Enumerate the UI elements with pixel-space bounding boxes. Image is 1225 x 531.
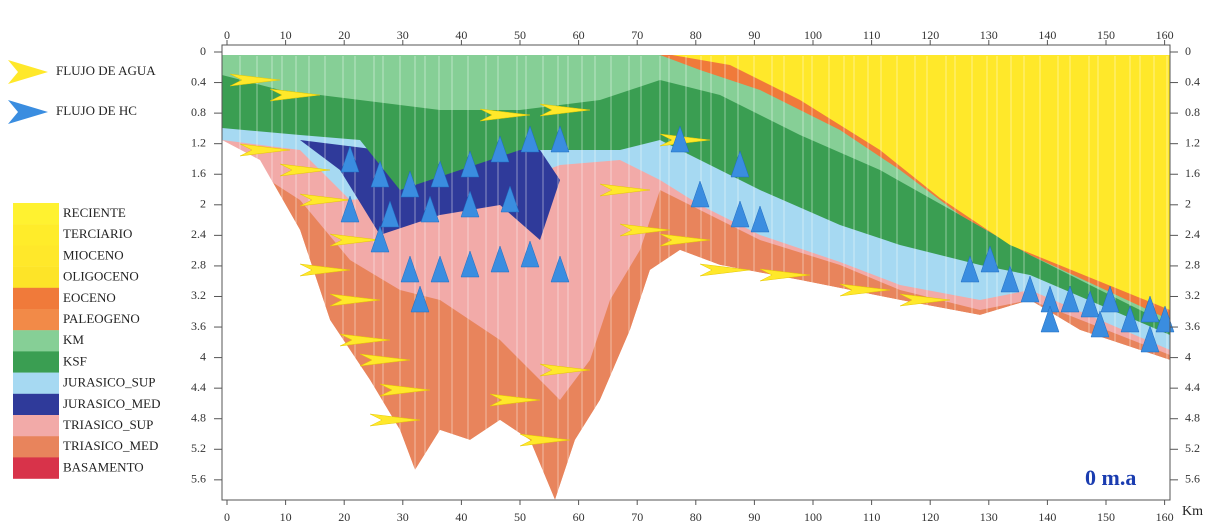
unit-label: BASAMENTO bbox=[63, 459, 144, 474]
unit-swatch bbox=[13, 436, 59, 457]
unit-swatch bbox=[13, 245, 59, 266]
x-tick-label-bottom: 120 bbox=[921, 510, 939, 524]
x-tick-label-bottom: 160 bbox=[1156, 510, 1174, 524]
time-label: 0 m.a bbox=[1085, 465, 1136, 490]
unit-label: OLIGOCENO bbox=[63, 269, 139, 284]
y-tick-label-left: 0.8 bbox=[191, 105, 206, 119]
x-tick-label-bottom: 90 bbox=[748, 510, 760, 524]
y-tick-label-right: 1.6 bbox=[1185, 166, 1200, 180]
x-tick-label-bottom: 130 bbox=[980, 510, 998, 524]
x-tick-label-bottom: 20 bbox=[338, 510, 350, 524]
unit-swatch bbox=[13, 203, 59, 224]
y-tick-label-right: 2 bbox=[1185, 197, 1191, 211]
flow-legend-label: FLUJO DE HC bbox=[56, 103, 137, 118]
x-tick-label-top: 110 bbox=[863, 28, 881, 42]
y-tick-label-left: 0.4 bbox=[191, 74, 206, 88]
x-tick-label-top: 80 bbox=[690, 28, 702, 42]
y-tick-label-right: 1.2 bbox=[1185, 135, 1200, 149]
y-tick-label-left: 3.6 bbox=[191, 319, 206, 333]
x-tick-label-bottom: 50 bbox=[514, 510, 526, 524]
x-tick-label-top: 20 bbox=[338, 28, 350, 42]
x-tick-label-bottom: 60 bbox=[573, 510, 585, 524]
x-tick-label-bottom: 40 bbox=[455, 510, 467, 524]
flow-legend-arrow bbox=[8, 60, 48, 84]
unit-label: KM bbox=[63, 332, 84, 347]
y-tick-label-left: 2 bbox=[200, 197, 206, 211]
x-tick-label-top: 30 bbox=[397, 28, 409, 42]
y-tick-label-left: 0 bbox=[200, 44, 206, 58]
unit-label: MIOCENO bbox=[63, 247, 124, 262]
y-tick-label-left: 1.2 bbox=[191, 135, 206, 149]
x-tick-label-bottom: 10 bbox=[280, 510, 292, 524]
y-tick-label-left: 3.2 bbox=[191, 288, 206, 302]
x-tick-label-bottom: 100 bbox=[804, 510, 822, 524]
cross-section-figure: 0010102020303040405050606070708080909010… bbox=[0, 0, 1225, 531]
unit-label: JURASICO_MED bbox=[63, 396, 161, 411]
x-tick-label-top: 40 bbox=[455, 28, 467, 42]
unit-swatch bbox=[13, 288, 59, 309]
x-tick-label-bottom: 0 bbox=[224, 510, 230, 524]
unit-swatch bbox=[13, 351, 59, 372]
x-unit: Km bbox=[1182, 504, 1203, 519]
flow-legend-arrow bbox=[8, 100, 48, 124]
unit-label: RECIENTE bbox=[63, 205, 126, 220]
unit-swatch bbox=[13, 309, 59, 330]
unit-swatch bbox=[13, 267, 59, 288]
y-tick-label-right: 5.6 bbox=[1185, 472, 1200, 486]
x-tick-label-bottom: 150 bbox=[1097, 510, 1115, 524]
unit-swatch bbox=[13, 457, 59, 478]
x-tick-label-top: 70 bbox=[631, 28, 643, 42]
y-tick-label-left: 2.8 bbox=[191, 258, 206, 272]
y-tick-label-right: 4 bbox=[1185, 349, 1191, 363]
unit-swatch bbox=[13, 415, 59, 436]
unit-swatch bbox=[13, 394, 59, 415]
y-tick-label-left: 4.8 bbox=[191, 410, 206, 424]
x-tick-label-bottom: 70 bbox=[631, 510, 643, 524]
y-tick-label-right: 5.2 bbox=[1185, 441, 1200, 455]
y-tick-label-right: 3.6 bbox=[1185, 319, 1200, 333]
geologic-section bbox=[222, 55, 1174, 500]
unit-label: TRIASICO_MED bbox=[63, 438, 158, 453]
x-tick-label-top: 50 bbox=[514, 28, 526, 42]
x-tick-label-top: 150 bbox=[1097, 28, 1115, 42]
x-tick-label-bottom: 110 bbox=[863, 510, 881, 524]
y-tick-label-left: 5.6 bbox=[191, 472, 206, 486]
unit-swatch bbox=[13, 330, 59, 351]
y-tick-label-left: 5.2 bbox=[191, 441, 206, 455]
y-tick-label-right: 0.4 bbox=[1185, 74, 1200, 88]
legend: FLUJO DE AGUA FLUJO DE HC RECIENTE TERCIARI… bbox=[8, 60, 161, 479]
y-tick-label-right: 2.8 bbox=[1185, 258, 1200, 272]
y-tick-label-right: 4.8 bbox=[1185, 410, 1200, 424]
unit-label: EOCENO bbox=[63, 290, 116, 305]
x-tick-label-top: 10 bbox=[280, 28, 292, 42]
unit-label: KSF bbox=[63, 353, 87, 368]
y-tick-label-right: 0 bbox=[1185, 44, 1191, 58]
y-tick-label-right: 0.8 bbox=[1185, 105, 1200, 119]
y-tick-label-left: 1.6 bbox=[191, 166, 206, 180]
x-tick-label-top: 100 bbox=[804, 28, 822, 42]
y-tick-label-right: 4.4 bbox=[1185, 380, 1200, 394]
x-tick-label-bottom: 30 bbox=[397, 510, 409, 524]
x-tick-label-top: 90 bbox=[748, 28, 760, 42]
x-tick-label-bottom: 140 bbox=[1038, 510, 1056, 524]
x-tick-label-bottom: 80 bbox=[690, 510, 702, 524]
y-tick-label-left: 4.4 bbox=[191, 380, 206, 394]
unit-swatch bbox=[13, 224, 59, 245]
unit-label: TERCIARIO bbox=[63, 226, 132, 241]
y-tick-label-right: 2.4 bbox=[1185, 227, 1200, 241]
unit-swatch bbox=[13, 373, 59, 394]
x-tick-label-top: 120 bbox=[921, 28, 939, 42]
x-tick-label-top: 160 bbox=[1156, 28, 1174, 42]
unit-label: TRIASICO_SUP bbox=[63, 417, 153, 432]
x-tick-label-top: 0 bbox=[224, 28, 230, 42]
unit-label: JURASICO_SUP bbox=[63, 375, 155, 390]
y-tick-label-left: 4 bbox=[200, 349, 206, 363]
unit-label: PALEOGENO bbox=[63, 311, 140, 326]
y-tick-label-right: 3.2 bbox=[1185, 288, 1200, 302]
x-tick-label-top: 60 bbox=[573, 28, 585, 42]
y-tick-label-left: 2.4 bbox=[191, 227, 206, 241]
x-tick-label-top: 140 bbox=[1038, 28, 1056, 42]
x-tick-label-top: 130 bbox=[980, 28, 998, 42]
flow-legend-label: FLUJO DE AGUA bbox=[56, 63, 156, 78]
